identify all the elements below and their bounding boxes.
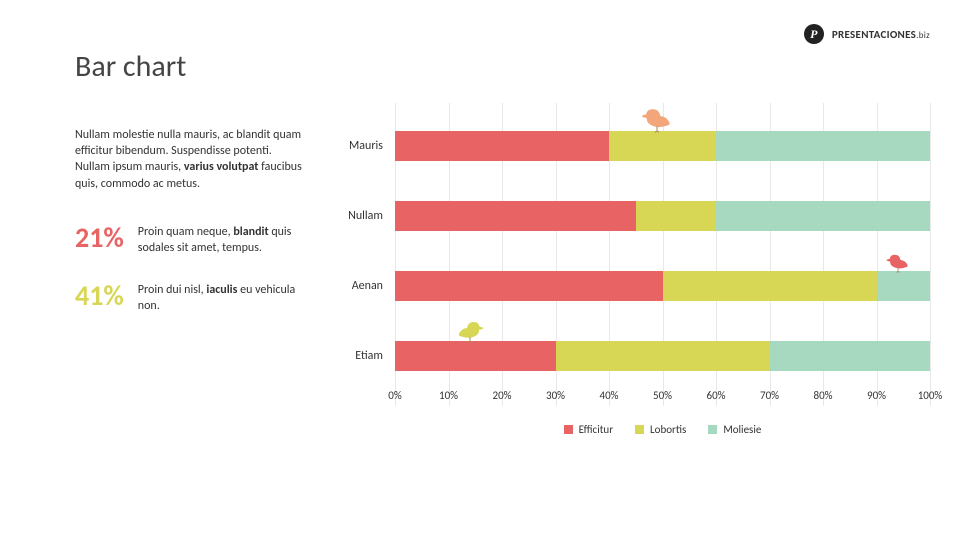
bar-segment: [716, 131, 930, 161]
bar-segment: [663, 271, 877, 301]
stat-text: Proin quam neque, blandit quis sodales s…: [138, 220, 305, 256]
legend-swatch-icon: [708, 425, 717, 434]
bar-track: [395, 131, 930, 161]
stat-value: 21%: [75, 220, 124, 255]
bar-track: [395, 201, 930, 231]
x-tick-label: 80%: [813, 389, 832, 402]
category-label: Nullam: [345, 209, 395, 223]
bar-row: Mauris: [345, 127, 930, 165]
bar-segment: [636, 201, 716, 231]
stat-value: 41%: [75, 278, 124, 313]
brand-logo: P PRESENTACIONES.biz: [804, 24, 930, 44]
category-label: Mauris: [345, 139, 395, 153]
legend-label: Lobortis: [650, 423, 686, 436]
x-tick-label: 90%: [867, 389, 886, 402]
logo-text: PRESENTACIONES.biz: [832, 28, 930, 41]
chart-legend: Efficitur Lobortis Moliesie: [395, 423, 930, 436]
stat-block: 21% Proin quam neque, blandit quis sodale…: [75, 220, 305, 256]
bar-row: Etiam: [345, 337, 930, 375]
bar-segment: [716, 201, 930, 231]
category-label: Aenan: [345, 279, 395, 293]
legend-label: Efficitur: [579, 423, 613, 436]
logo-badge-icon: P: [804, 24, 824, 44]
page-title: Bar chart: [75, 48, 930, 85]
bar-segment: [770, 341, 931, 371]
legend-label: Moliesie: [723, 423, 761, 436]
bar-segment: [877, 271, 931, 301]
stat-block: 41% Proin dui nisl, iaculis eu vehicula n…: [75, 278, 305, 314]
bar-segment: [556, 341, 770, 371]
left-column: Nullam molestie nulla mauris, ac blandit…: [75, 127, 305, 436]
category-label: Etiam: [345, 349, 395, 363]
x-tick-label: 70%: [760, 389, 779, 402]
x-tick-label: 40%: [599, 389, 618, 402]
x-tick-label: 30%: [546, 389, 565, 402]
x-tick-label: 50%: [653, 389, 672, 402]
legend-item: Efficitur: [564, 423, 613, 436]
bar-segment: [609, 131, 716, 161]
legend-item: Moliesie: [708, 423, 761, 436]
legend-swatch-icon: [564, 425, 573, 434]
x-tick-label: 60%: [706, 389, 725, 402]
x-tick-label: 0%: [388, 389, 401, 402]
bar-segment: [395, 271, 663, 301]
bar-segment: [395, 341, 556, 371]
bar-row: Aenan: [345, 267, 930, 305]
stat-text: Proin dui nisl, iaculis eu vehicula non.: [138, 278, 305, 314]
bar-segment: [395, 201, 636, 231]
legend-swatch-icon: [635, 425, 644, 434]
x-tick-label: 100%: [918, 389, 943, 402]
legend-item: Lobortis: [635, 423, 686, 436]
bar-chart: Mauris Nullam Aenan Etiam 0% 10% 20% 30% 40% 50%…: [345, 127, 930, 436]
x-tick-label: 20%: [492, 389, 511, 402]
bar-track: [395, 271, 930, 301]
bar-segment: [395, 131, 609, 161]
bar-track: [395, 341, 930, 371]
bar-row: Nullam: [345, 197, 930, 235]
x-tick-label: 10%: [439, 389, 458, 402]
intro-text: Nullam molestie nulla mauris, ac blandit…: [75, 127, 305, 192]
